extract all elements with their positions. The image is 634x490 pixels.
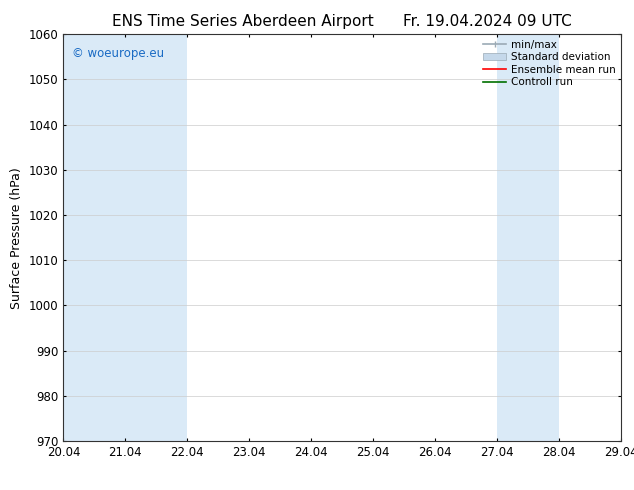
Legend: min/max, Standard deviation, Ensemble mean run, Controll run: min/max, Standard deviation, Ensemble me… bbox=[481, 37, 618, 89]
Bar bbox=[126, 34, 188, 441]
Bar bbox=[621, 34, 634, 441]
Y-axis label: Surface Pressure (hPa): Surface Pressure (hPa) bbox=[10, 167, 23, 309]
Bar bbox=[497, 34, 559, 441]
Title: ENS Time Series Aberdeen Airport      Fr. 19.04.2024 09 UTC: ENS Time Series Aberdeen Airport Fr. 19.… bbox=[112, 14, 573, 29]
Bar bbox=[63, 34, 126, 441]
Text: © woeurope.eu: © woeurope.eu bbox=[72, 47, 164, 59]
